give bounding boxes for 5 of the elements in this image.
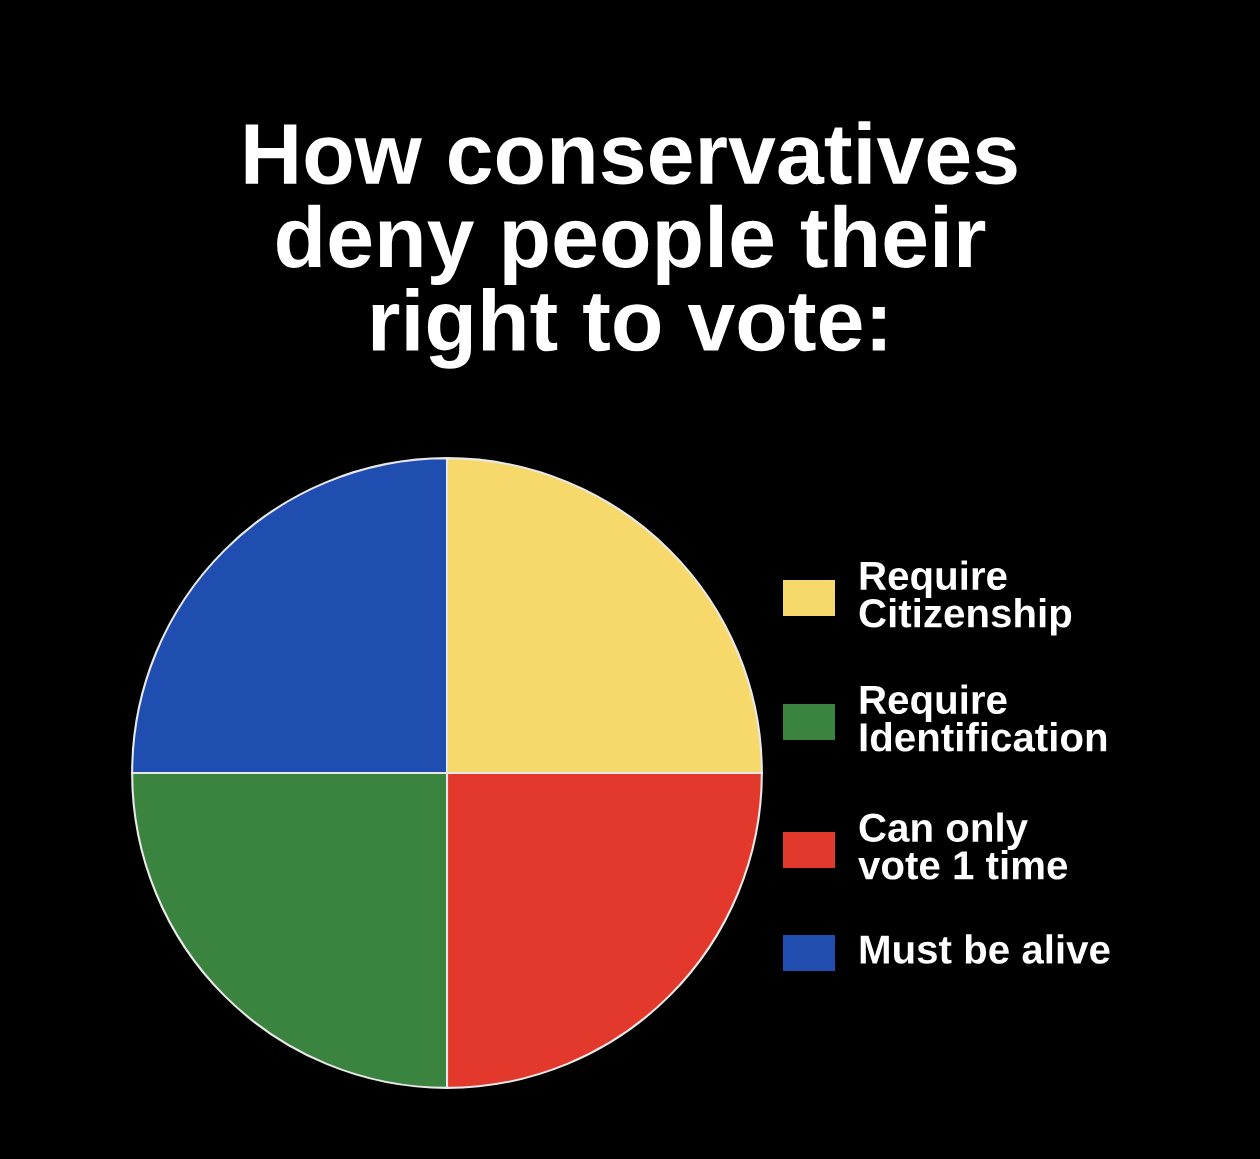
legend-label: Must be alive: [860, 934, 1110, 964]
chart-title: How conservatives deny people their right to vote:: [245, 121, 1017, 369]
legend-label: Can only vote 1 time: [858, 812, 1068, 880]
legend-label: Require Citizenship: [859, 560, 1072, 636]
legend-label: Require Identification: [860, 684, 1107, 752]
